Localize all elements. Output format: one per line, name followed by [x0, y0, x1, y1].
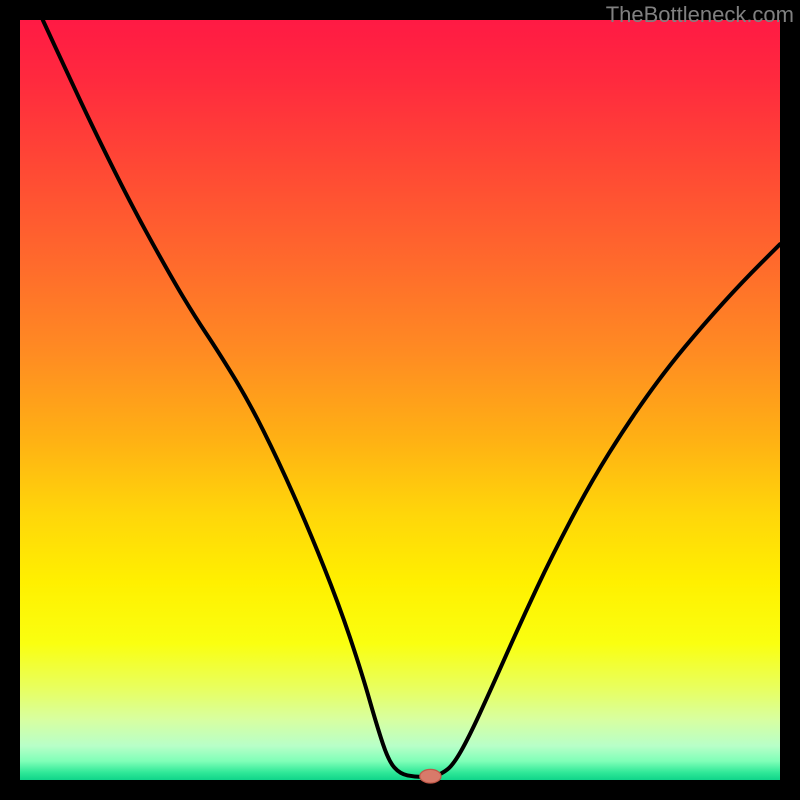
- bottleneck-chart: [0, 0, 800, 800]
- chart-container: { "watermark": "TheBottleneck.com", "cha…: [0, 0, 800, 800]
- watermark-text: TheBottleneck.com: [606, 2, 794, 28]
- optimal-point-marker: [420, 769, 441, 783]
